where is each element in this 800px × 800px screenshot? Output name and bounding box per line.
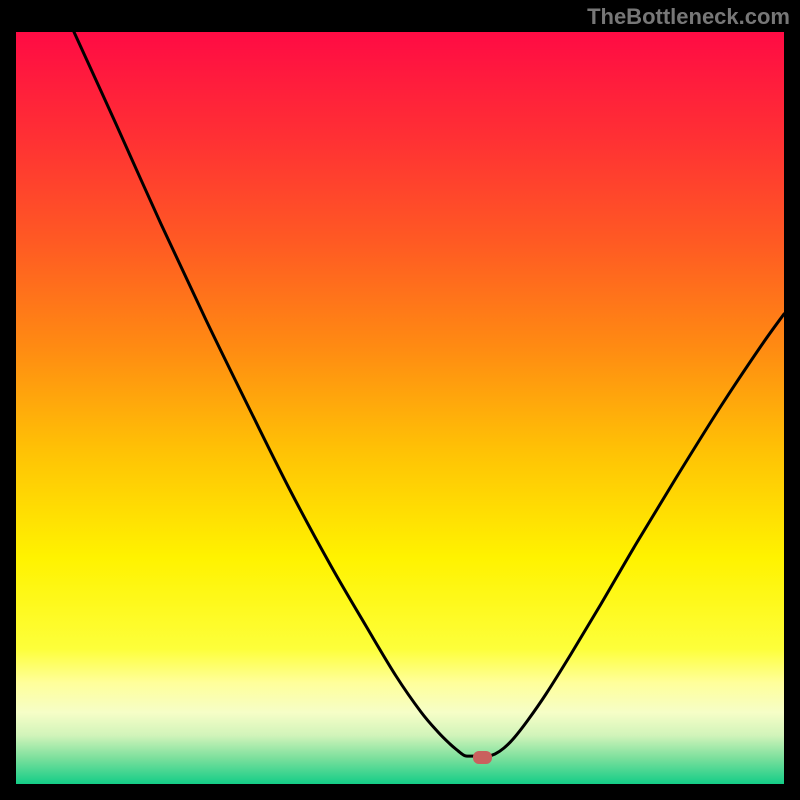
bottleneck-curve [74,32,784,756]
bottleneck-marker [473,751,492,764]
plot-area [16,32,784,784]
curve-layer [16,32,784,784]
chart-container: TheBottleneck.com [0,0,800,800]
watermark-text: TheBottleneck.com [587,4,790,30]
